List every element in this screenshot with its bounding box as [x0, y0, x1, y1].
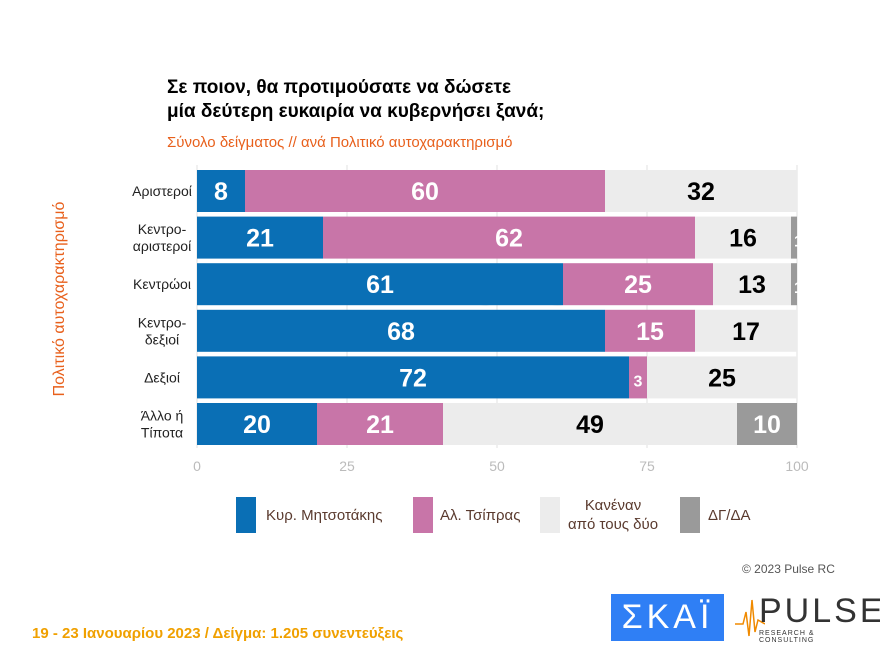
title-line-2: μία δεύτερη ευκαιρία να κυβερνήσει ξανά;: [167, 101, 545, 122]
legend-swatch: [236, 497, 256, 533]
data-label: 25: [708, 364, 736, 392]
data-label: 72: [399, 364, 427, 392]
bar-segment: [695, 309, 797, 352]
legend-label: Κανέναν από τους δύο: [568, 497, 659, 533]
bar-segment: [791, 263, 797, 306]
pulse-logo: PULSE RESEARCH & CONSULTING: [735, 592, 880, 644]
data-label: 1: [794, 234, 803, 251]
bar-segment: [791, 216, 797, 259]
data-label: 10: [753, 411, 781, 439]
legend-swatch: [413, 497, 433, 533]
category-label: Δεξιοί: [144, 369, 180, 385]
data-label: 49: [576, 411, 604, 439]
data-label: 20: [243, 411, 271, 439]
data-label: 15: [636, 318, 664, 346]
x-tick-label: 100: [785, 458, 809, 474]
bar-segment: [695, 216, 791, 259]
data-label: 16: [729, 225, 757, 253]
bar-segment: [245, 170, 605, 212]
category-label: Άλλο ή Τίποτα: [141, 408, 184, 441]
copyright: © 2023 Pulse RC: [742, 562, 835, 576]
category-label: Κεντρο-δεξιοί: [138, 314, 187, 347]
data-label: 13: [738, 271, 766, 299]
legend-swatch: [680, 497, 700, 533]
bar-segment: [197, 263, 563, 306]
data-label: 62: [495, 225, 523, 253]
bar-segment: [629, 356, 647, 399]
bar-segment: [713, 263, 791, 306]
data-label: 1: [794, 280, 803, 297]
bar-segment: [197, 309, 605, 352]
bar-segment: [323, 216, 695, 259]
data-label: 32: [687, 178, 715, 206]
data-label: 21: [246, 225, 274, 253]
bar-segment: [317, 403, 443, 445]
data-label: 61: [366, 271, 394, 299]
bar-segment: [605, 309, 695, 352]
legend-label: ΔΓ/ΔΑ: [708, 507, 751, 524]
legend-label: Αλ. Τσίπρας: [440, 507, 521, 524]
data-label: 60: [411, 178, 439, 206]
footer-fieldwork: 19 - 23 Ιανουαρίου 2023 / Δείγμα: 1.205 …: [32, 625, 404, 642]
chart-title: Σε ποιον, θα προτιμούσατε να δώσετε μία …: [167, 76, 544, 124]
x-tick-label: 25: [339, 458, 355, 474]
legend-swatch: [540, 497, 560, 533]
bar-segment: [197, 170, 245, 212]
data-label: 25: [624, 271, 652, 299]
bar-segment: [605, 170, 797, 212]
category-label: Αριστεροί: [132, 183, 192, 199]
bar-segment: [197, 403, 317, 445]
data-label: 3: [634, 373, 643, 390]
bar-segment: [443, 403, 737, 445]
data-label: 17: [732, 318, 760, 346]
bar-segment: [647, 356, 797, 399]
data-label: 21: [366, 411, 394, 439]
bar-segment: [197, 356, 629, 399]
category-label: Κεντρώοι: [133, 276, 191, 292]
chart-subtitle: Σύνολο δείγματος // ανά Πολιτικό αυτοχαρ…: [167, 134, 513, 151]
legend-label: Κυρ. Μητσοτάκης: [266, 507, 383, 524]
bar-segment: [563, 263, 713, 306]
x-tick-label: 0: [193, 458, 201, 474]
bar-segment: [197, 216, 323, 259]
bar-segment: [737, 403, 797, 445]
data-label: 68: [387, 318, 415, 346]
skai-logo: ΣΚΑΪ: [611, 594, 724, 641]
category-label: Κεντρο-αριστεροί: [133, 221, 191, 254]
title-line-1: Σε ποιον, θα προτιμούσατε να δώσετε: [167, 77, 512, 98]
data-label: 8: [214, 178, 228, 206]
x-tick-label: 50: [489, 458, 505, 474]
x-tick-label: 75: [639, 458, 655, 474]
